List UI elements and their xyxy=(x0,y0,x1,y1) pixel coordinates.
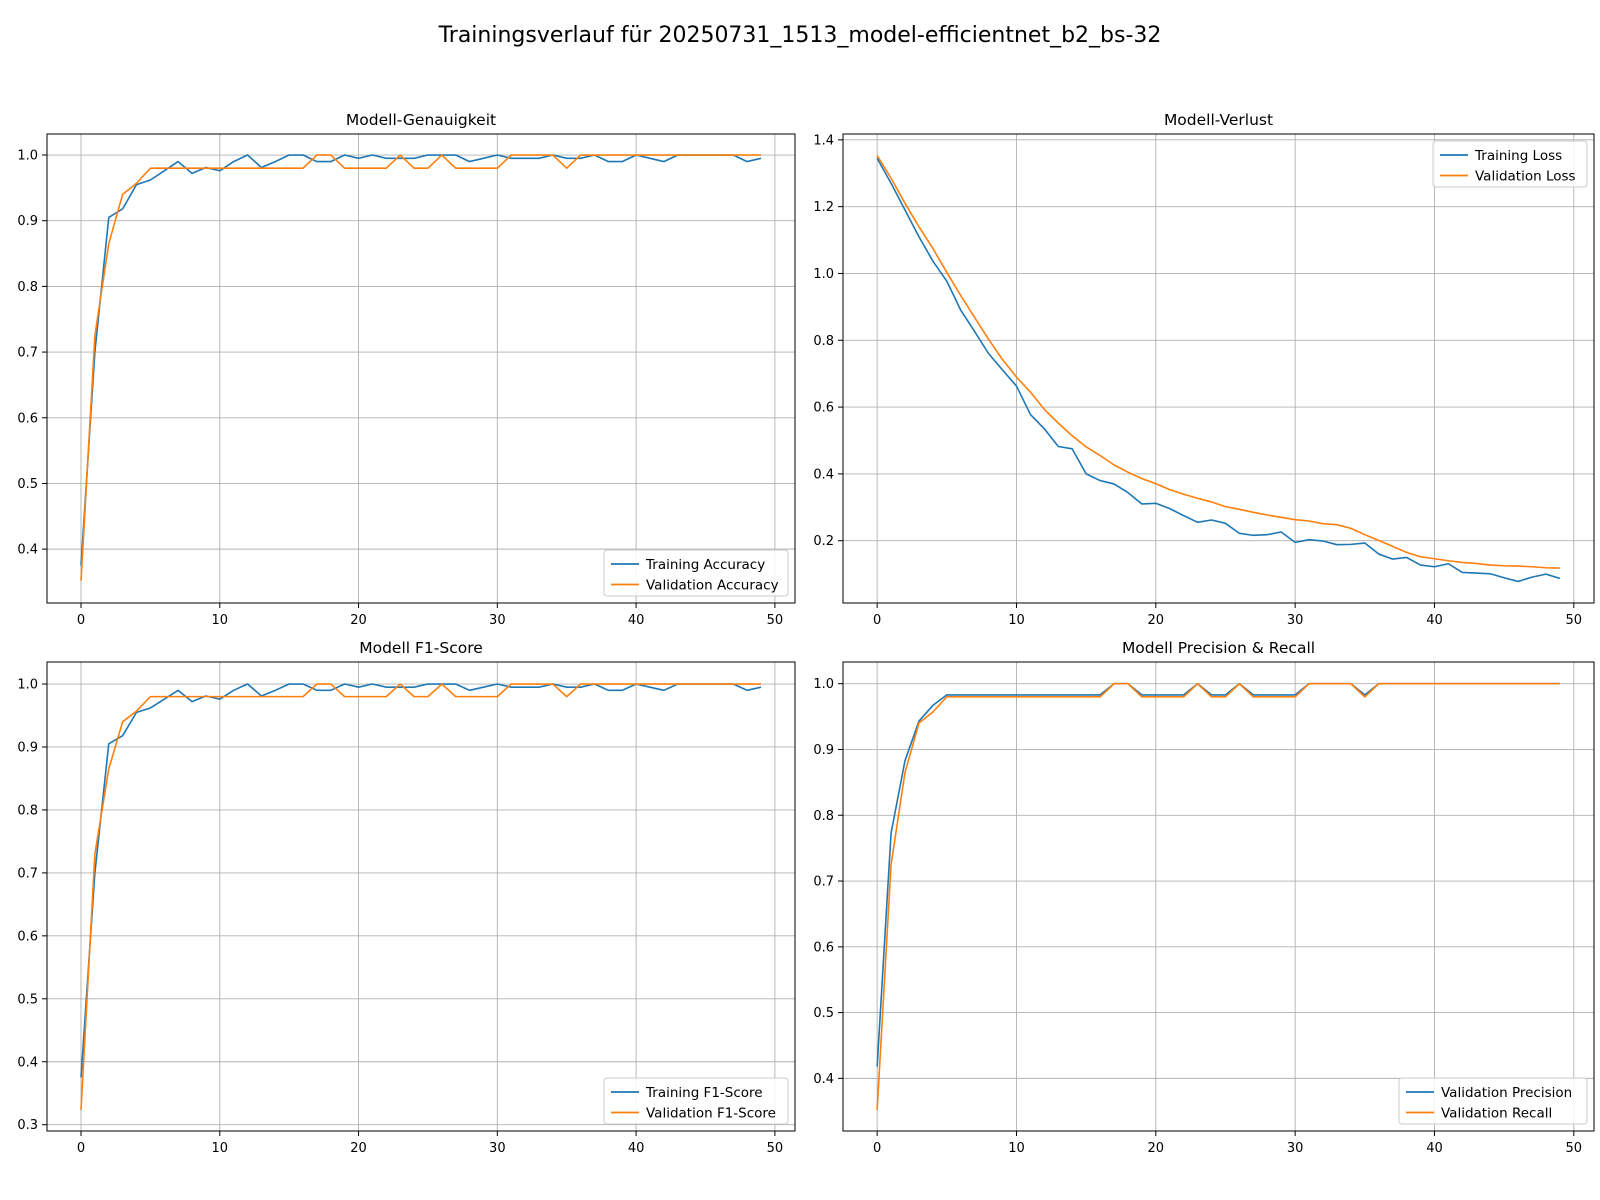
x-tick-label: 50 xyxy=(1566,1141,1583,1156)
x-tick-label: 10 xyxy=(1008,1141,1025,1156)
y-tick-label: 0.7 xyxy=(17,346,38,361)
legend-box xyxy=(1432,140,1588,188)
x-tick-label: 50 xyxy=(1566,613,1583,628)
legend-box xyxy=(603,549,789,597)
legend-label: Training F1-Score xyxy=(645,1085,763,1101)
y-tick-label: 1.0 xyxy=(813,267,834,282)
legend-box xyxy=(603,1077,789,1125)
y-tick-label: 0.2 xyxy=(813,534,834,549)
x-tick-label: 20 xyxy=(1148,613,1165,628)
legend-label: Training Loss xyxy=(1474,148,1562,164)
y-tick-label: 0.4 xyxy=(17,543,38,558)
axes-frame xyxy=(46,661,796,1132)
y-tick-label: 0.7 xyxy=(17,866,38,881)
series-line-training-f1-score xyxy=(80,683,762,1078)
x-tick-label: 40 xyxy=(1426,613,1443,628)
grid-lines xyxy=(843,134,1594,603)
x-tick-label: 40 xyxy=(628,1141,645,1156)
x-tick-label: 0 xyxy=(873,613,881,628)
series-lines xyxy=(80,683,762,1111)
y-tick-label: 0.6 xyxy=(813,940,834,955)
legend: Training Loss Validation Loss xyxy=(1432,140,1588,188)
y-tick-label: 0.4 xyxy=(17,1055,38,1070)
y-tick-label: 0.8 xyxy=(813,334,834,349)
x-tick-label: 50 xyxy=(767,1141,784,1156)
y-tick-label: 0.6 xyxy=(813,401,834,416)
series-line-validation-recall xyxy=(876,682,1560,1110)
axes-frame xyxy=(842,661,1595,1132)
x-tick-label: 0 xyxy=(77,613,85,628)
subplots-grid: 0 10 20 30 40 50 0.4 0.5 0.6 0.7 0.8 0.9 1.0 Modell-G… xyxy=(17,111,1595,1156)
y-tick-label: 0.5 xyxy=(17,477,38,492)
series-line-training-loss xyxy=(876,157,1561,583)
legend-label: Validation Accuracy xyxy=(646,578,779,594)
y-tick-label: 0.8 xyxy=(17,803,38,818)
y-tick-label: 0.8 xyxy=(813,809,834,824)
series-line-validation-f1-score xyxy=(80,683,761,1111)
subplot-title: Modell Precision & Recall xyxy=(1122,639,1315,657)
x-tick-label: 50 xyxy=(767,613,784,628)
x-tick-label: 40 xyxy=(1426,1141,1443,1156)
y-tick-label: 0.5 xyxy=(813,1006,834,1021)
legend-box xyxy=(1398,1077,1588,1125)
x-tick-label: 30 xyxy=(1287,1141,1304,1156)
x-tick-label: 30 xyxy=(489,1141,506,1156)
x-tick-label: 0 xyxy=(77,1141,85,1156)
legend-label: Validation Loss xyxy=(1475,169,1576,185)
y-tick-label: 0.9 xyxy=(17,740,38,755)
series-lines xyxy=(876,682,1560,1110)
y-tick-label: 0.9 xyxy=(17,214,38,229)
subplot-title: Modell F1-Score xyxy=(359,639,483,657)
legend-label: Validation Precision xyxy=(1441,1085,1572,1101)
x-tick-label: 20 xyxy=(350,613,367,628)
figure-title: Trainingsverlauf für 20250731_1513_model… xyxy=(438,23,1162,48)
legend-label: Validation Recall xyxy=(1441,1106,1552,1122)
y-tick-label: 1.0 xyxy=(813,677,834,692)
subplot-2: 0 10 20 30 40 50 0.2 0.4 0.6 0.8 1.0 1.2 1.4 Modell-V… xyxy=(813,111,1595,628)
subplot-title: Modell-Genauigkeit xyxy=(346,111,496,129)
legend: Validation Precision Validation Recall xyxy=(1398,1077,1588,1125)
y-tick-label: 0.4 xyxy=(813,1072,834,1087)
y-tick-label: 0.4 xyxy=(813,467,834,482)
y-tick-label: 1.0 xyxy=(17,678,38,693)
subplot-3: 0 10 20 30 40 50 0.3 0.4 0.5 0.6 0.7 0.8 0.9 1.0 Model… xyxy=(17,639,796,1156)
subplot-4: 0 10 20 30 40 50 0.4 0.5 0.6 0.7 0.8 0.9 1.0 Modell P… xyxy=(813,639,1595,1156)
y-tick-label: 0.6 xyxy=(17,929,38,944)
y-tick-label: 1.4 xyxy=(813,133,834,148)
axes-frame xyxy=(46,133,796,604)
x-tick-label: 0 xyxy=(873,1141,881,1156)
x-tick-label: 10 xyxy=(212,1141,229,1156)
series-line-validation-loss xyxy=(876,155,1560,569)
legend: Training F1-Score Validation F1-Score xyxy=(603,1077,789,1125)
y-tick-label: 0.3 xyxy=(17,1118,38,1133)
y-tick-label: 1.0 xyxy=(17,149,38,164)
grid-lines xyxy=(843,662,1594,1131)
grid-lines xyxy=(47,662,795,1131)
legend: Training Accuracy Validation Accuracy xyxy=(603,549,789,597)
legend-label: Training Accuracy xyxy=(645,557,765,573)
y-tick-label: 0.5 xyxy=(17,992,38,1007)
subplot-title: Modell-Verlust xyxy=(1164,111,1273,129)
x-tick-label: 30 xyxy=(489,613,506,628)
x-tick-label: 20 xyxy=(350,1141,367,1156)
y-tick-label: 0.6 xyxy=(17,411,38,426)
x-tick-label: 20 xyxy=(1148,1141,1165,1156)
y-tick-label: 1.2 xyxy=(813,200,834,215)
series-line-training-accuracy xyxy=(80,154,762,566)
x-tick-label: 30 xyxy=(1287,613,1304,628)
x-tick-label: 10 xyxy=(212,613,229,628)
axes-frame xyxy=(842,133,1595,604)
series-lines xyxy=(876,155,1561,583)
series-line-validation-accuracy xyxy=(80,154,761,581)
y-tick-label: 0.9 xyxy=(813,743,834,758)
x-tick-label: 40 xyxy=(628,613,645,628)
y-tick-label: 0.7 xyxy=(813,875,834,890)
y-tick-label: 0.8 xyxy=(17,280,38,295)
series-lines xyxy=(80,154,762,581)
legend-label: Validation F1-Score xyxy=(646,1106,776,1122)
subplot-1: 0 10 20 30 40 50 0.4 0.5 0.6 0.7 0.8 0.9 1.0 Modell-G… xyxy=(17,111,796,628)
x-tick-label: 10 xyxy=(1008,613,1025,628)
